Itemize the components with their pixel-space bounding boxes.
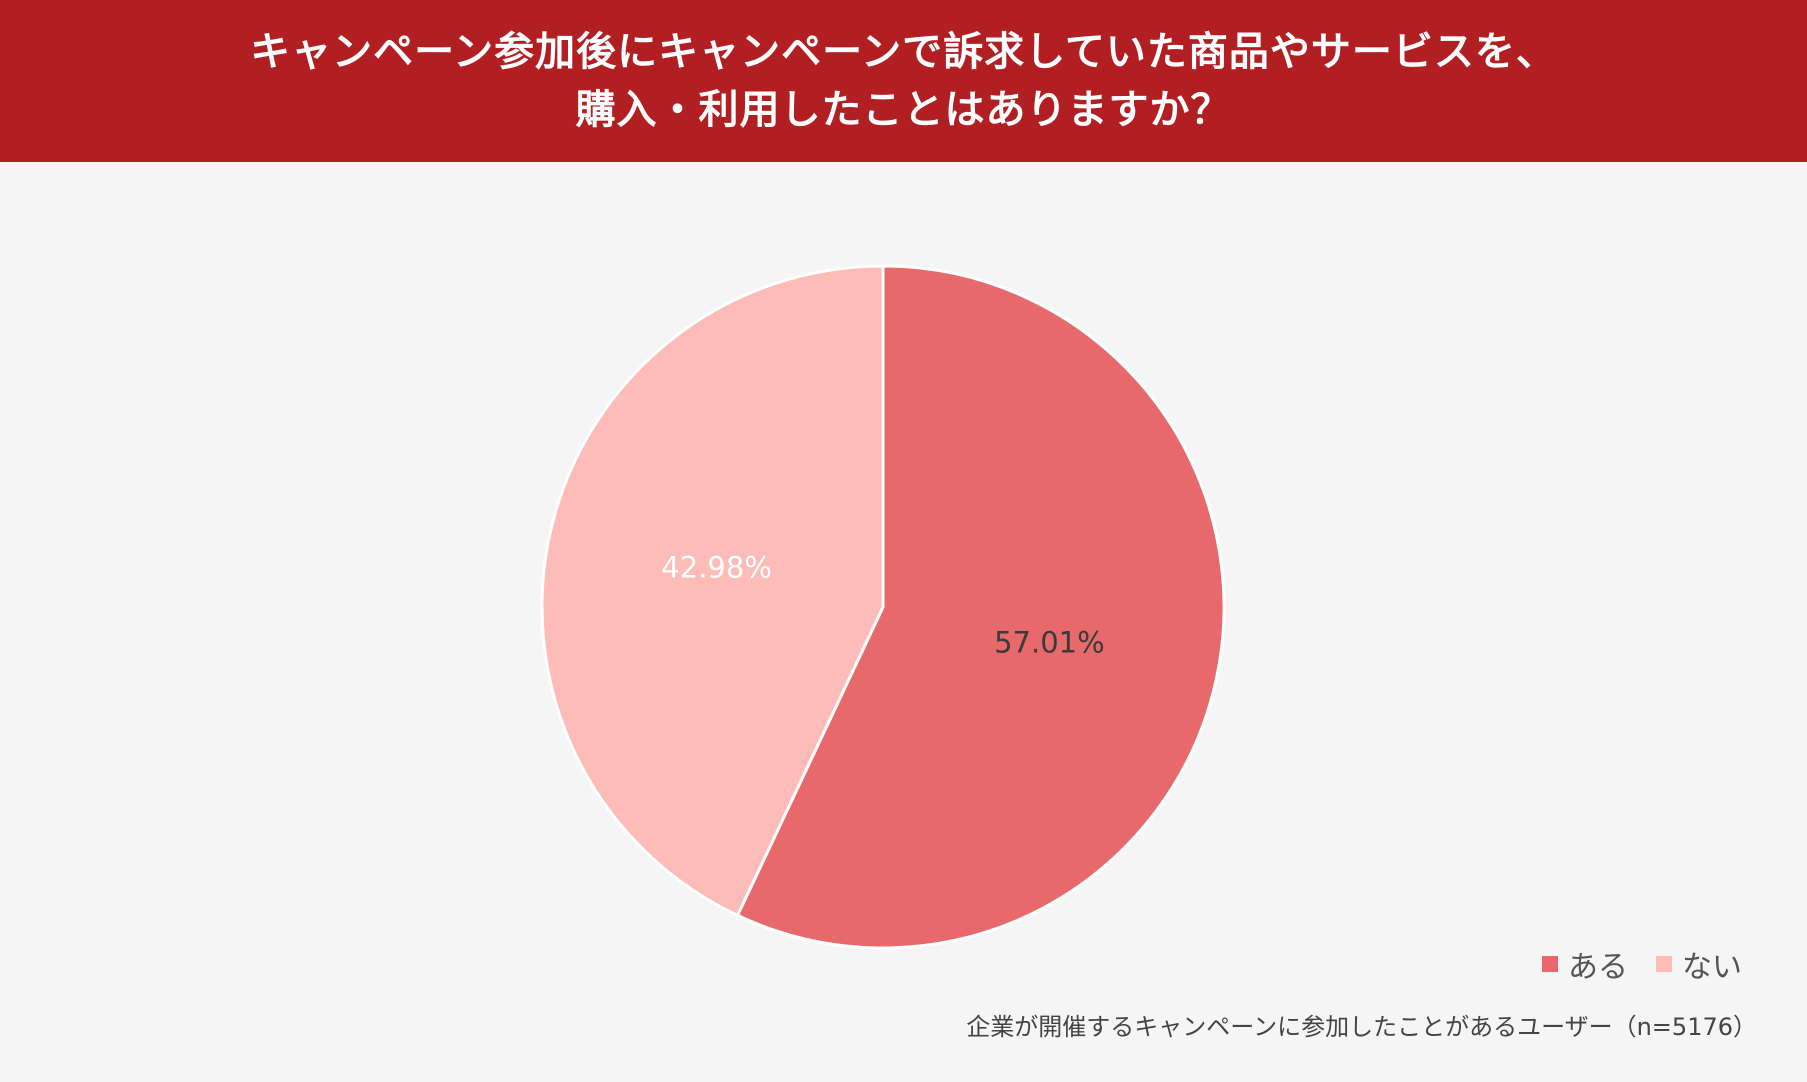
slice-label-nai: 42.98%: [661, 551, 772, 585]
legend: ある ない: [1542, 942, 1742, 986]
chart-title-line-2: 購入・利用したことはありますか？: [575, 87, 1232, 133]
pie-slice-nai: [540, 264, 885, 918]
legend-swatch-nai: [1656, 956, 1672, 972]
legend-label-aru: ある: [1568, 950, 1628, 985]
legend-item-nai: ない: [1656, 942, 1742, 986]
sample-footnote: 企業が開催するキャンペーンに参加したことがあるユーザー（n=5176）: [966, 1013, 1757, 1041]
legend-item-aru: ある: [1542, 942, 1628, 986]
chart-title-line-1: キャンペーン参加後にキャンペーンで訴求していた商品やサービスを、: [250, 29, 1557, 75]
pie-labels: 57.01% 42.98%: [661, 551, 1104, 660]
legend-label-nai: ない: [1682, 950, 1742, 985]
slice-label-aru: 57.01%: [994, 625, 1105, 659]
title-banner: キャンペーン参加後にキャンペーンで訴求していた商品やサービスを、 購入・利用した…: [0, 0, 1807, 162]
pie-slices: [540, 264, 1226, 950]
pie-slice-aru: [735, 264, 1226, 950]
legend-swatch-aru: [1542, 956, 1558, 972]
